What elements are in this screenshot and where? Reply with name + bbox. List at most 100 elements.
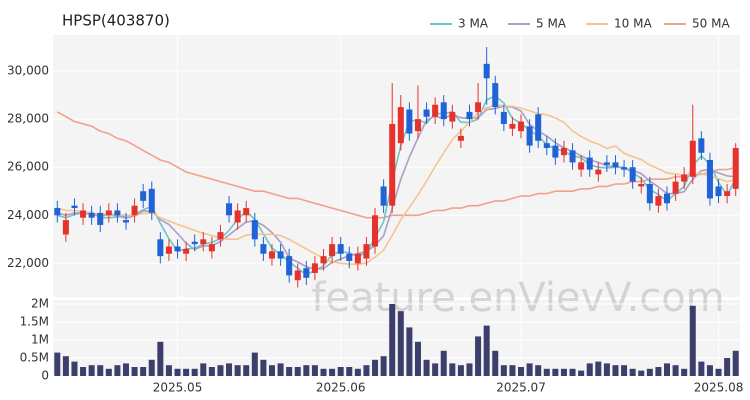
volume-bar <box>492 350 499 376</box>
volume-bar <box>62 356 69 376</box>
volume-bar <box>243 365 250 376</box>
volume-bar <box>354 368 361 376</box>
volume-bar <box>706 365 713 376</box>
candle-body <box>157 239 164 257</box>
candle-body <box>80 210 87 218</box>
volume-bar <box>569 368 576 376</box>
volume-bar <box>346 367 353 376</box>
candle-body <box>509 123 516 129</box>
volume-bar <box>277 363 284 376</box>
candle-body <box>277 251 284 259</box>
volume-bar <box>560 368 567 376</box>
candle-body <box>560 147 567 156</box>
volume-bar <box>535 365 542 376</box>
volume-bar <box>114 365 121 376</box>
volume-bar <box>655 367 662 376</box>
candle-body <box>337 244 344 254</box>
candle-body <box>234 210 241 223</box>
volume-bar <box>286 367 293 376</box>
y-tick-label: 1.5M <box>20 315 49 329</box>
volume-panel <box>53 300 740 376</box>
candle-body <box>200 239 207 245</box>
volume-bar <box>646 368 653 376</box>
volume-bar <box>578 370 585 376</box>
candle-body <box>97 212 104 225</box>
candle-body <box>114 210 121 216</box>
x-tick-label: 2025.05 <box>153 381 203 395</box>
candle-body <box>612 162 619 168</box>
candle-body <box>372 215 379 247</box>
x-tick-label: 2025.07 <box>496 381 546 395</box>
volume-bar <box>174 368 181 376</box>
volume-bar <box>380 356 387 376</box>
candle-body <box>268 251 275 259</box>
candle-body <box>174 246 181 252</box>
candle-body <box>492 83 499 108</box>
candle-body <box>165 246 172 254</box>
candle-body <box>217 232 224 240</box>
y-tick-label: 0 <box>41 369 49 383</box>
volume-bar <box>157 341 164 376</box>
volume-bar <box>500 365 507 376</box>
candle-body <box>191 241 198 245</box>
candle-body <box>148 188 155 213</box>
candle-body <box>62 220 69 235</box>
candle-body <box>243 208 250 216</box>
candle-body <box>535 114 542 141</box>
volume-bar <box>148 359 155 376</box>
candle-body <box>294 270 301 281</box>
candle-body <box>698 138 705 153</box>
candle-body <box>457 135 464 141</box>
y-tick-label: 30,000 <box>7 64 49 78</box>
volume-bar <box>200 363 207 376</box>
volume-bar <box>208 367 215 376</box>
candle-body <box>569 150 576 163</box>
candle-body <box>681 174 688 182</box>
candle-body <box>595 169 602 175</box>
volume-bar <box>586 363 593 376</box>
volume-bar <box>122 363 129 376</box>
candle-body <box>466 111 473 120</box>
volume-bar <box>389 304 396 376</box>
candle-body <box>500 111 507 124</box>
volume-bar <box>131 367 138 376</box>
volume-bar <box>397 311 404 376</box>
candle-body <box>449 111 456 122</box>
candle-body <box>664 193 671 204</box>
candle-body <box>88 212 95 218</box>
candle-body <box>518 121 525 132</box>
candle-body <box>689 140 696 177</box>
volume-bar <box>183 368 190 376</box>
volume-bar <box>672 365 679 376</box>
volume-bar <box>337 367 344 376</box>
candle-body <box>526 126 533 146</box>
candle-body <box>603 162 610 165</box>
candle-body <box>140 191 147 201</box>
ma-line <box>56 111 736 219</box>
volume-bar <box>217 365 224 376</box>
volume-bar <box>595 361 602 376</box>
candle-body <box>586 157 593 170</box>
candle-body <box>423 109 430 117</box>
candle-body <box>475 102 482 112</box>
candle-body <box>655 196 662 206</box>
volume-bar <box>97 365 104 376</box>
volume-bar <box>440 350 447 376</box>
candle-body <box>432 104 439 117</box>
candle-body <box>380 186 387 206</box>
volume-bar <box>732 350 739 376</box>
volume-bar <box>414 341 421 376</box>
candle-body <box>638 184 645 187</box>
volume-bar <box>234 365 241 376</box>
candle-body <box>329 244 336 257</box>
candle-body <box>578 162 585 170</box>
candle-body <box>71 205 78 209</box>
candle-body <box>646 184 653 204</box>
volume-bar <box>165 365 172 376</box>
volume-bar <box>509 365 516 376</box>
y-tick-label: 2M <box>31 297 49 311</box>
volume-bar <box>457 365 464 376</box>
volume-bar <box>140 367 147 376</box>
volume-bar <box>543 368 550 376</box>
